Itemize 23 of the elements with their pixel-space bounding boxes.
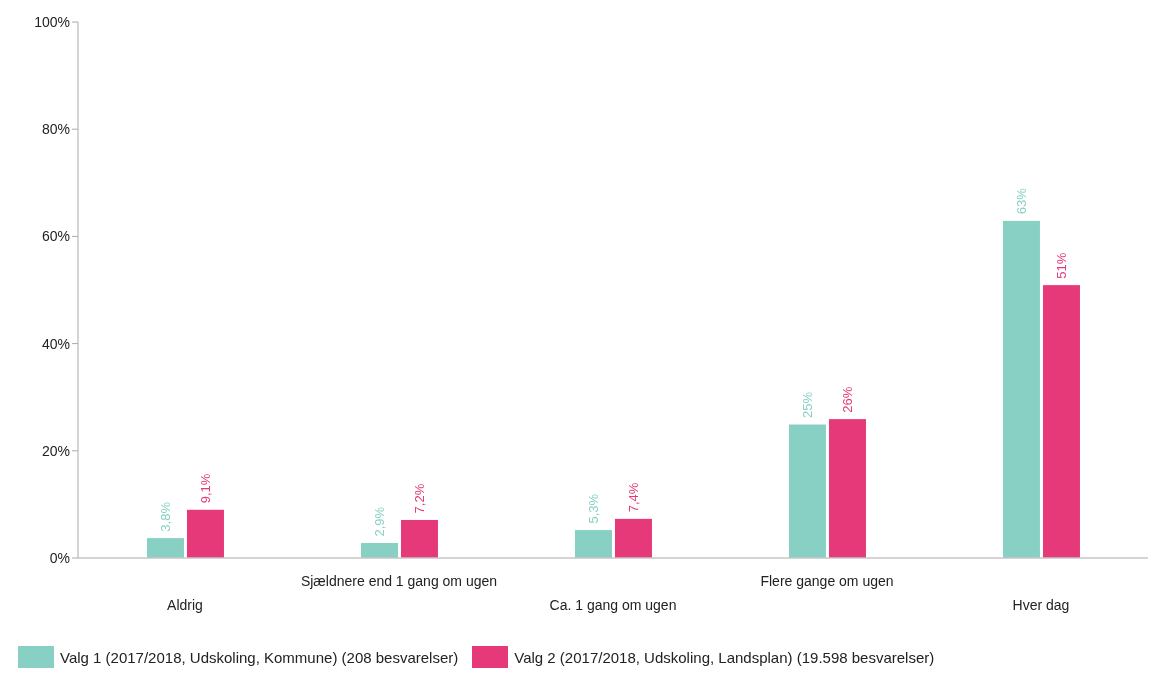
legend-label: Valg 1 (2017/2018, Udskoling, Kommune) (208 besvarelser) (60, 648, 459, 666)
y-tick-label: 0% (49, 549, 70, 566)
data-label: 51% (1053, 252, 1069, 279)
legend-label: Valg 2 (2017/2018, Udskoling, Landsplan) (19.598 besvarelser) (514, 648, 935, 666)
y-tick-label: 60% (41, 228, 70, 245)
y-tick-label: 100% (34, 13, 70, 30)
data-label: 3,8% (157, 501, 173, 532)
x-tick-label: Flere gange om ugen (760, 573, 894, 589)
data-label: 5,3% (585, 493, 601, 524)
data-label: 9,1% (197, 473, 213, 504)
data-label: 25% (799, 391, 815, 418)
data-label: 26% (839, 386, 855, 413)
y-tick-label: 80% (41, 121, 70, 138)
x-tick-label: Aldrig (167, 597, 203, 613)
x-tick-label: Ca. 1 gang om ugen (549, 597, 677, 613)
y-tick-label: 40% (41, 335, 70, 352)
x-tick-label: Hver dag (1012, 597, 1070, 613)
data-label: 7,4% (625, 482, 641, 513)
x-tick-label: Sjældnere end 1 gang om ugen (300, 573, 498, 589)
data-label: 63% (1013, 187, 1029, 215)
data-label: 2,9% (371, 506, 387, 537)
y-tick-label: 20% (41, 442, 70, 459)
data-label: 7,2% (411, 483, 427, 514)
